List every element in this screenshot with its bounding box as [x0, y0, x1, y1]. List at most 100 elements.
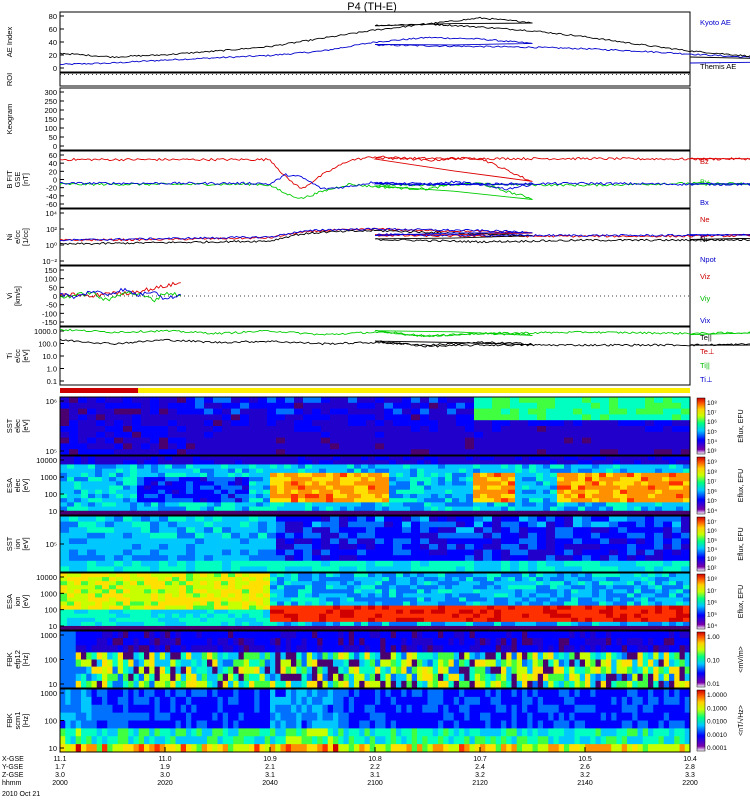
- y-label-line: elec: [13, 478, 22, 492]
- colorbar-tick: 10⁵: [707, 611, 717, 618]
- colorbar-tick: 10²: [707, 565, 717, 572]
- y-tick-label: 80: [49, 12, 57, 21]
- coord-value: 3.0: [160, 772, 170, 779]
- series-line-te: [59, 338, 750, 348]
- y-label-line: [Hz]: [21, 714, 30, 727]
- y-label-line: [1/cc]: [21, 228, 30, 246]
- legend-entry: Themis AE: [700, 62, 736, 71]
- y-tick-label: 60: [49, 25, 57, 34]
- series-line-vix: [59, 287, 181, 301]
- coord-value: 10.7: [473, 756, 487, 763]
- coord-value: 1.7: [55, 764, 65, 771]
- y-tick-label: 1000: [40, 589, 57, 598]
- y-tick-label: 1000.0: [34, 327, 57, 336]
- y-label-line: [eV]: [21, 595, 30, 608]
- y-tick-label: 10⁻²: [42, 257, 57, 266]
- spectrogram-fbk_e: [60, 631, 691, 689]
- panel-fbk_b: FBK scm1 [Hz] 1000 100 10: [5, 688, 691, 753]
- panel-frame: [59, 72, 691, 87]
- panel-sst_i: SST ion [eV] 10⁵: [5, 515, 691, 573]
- coord-value: 2020: [157, 780, 173, 787]
- colorbar-tick: 10⁵: [707, 498, 717, 505]
- y-axis-label: SST elec [eV]: [5, 418, 30, 433]
- coord-value: 10.9: [263, 756, 277, 763]
- coord-value: 2.6: [580, 764, 590, 771]
- y-tick-label: -40: [46, 192, 57, 201]
- legend-entry: Viz: [700, 272, 711, 281]
- colorbar-tick: 1.00: [707, 634, 720, 641]
- y-axis-label: Keogram: [5, 104, 14, 134]
- series-line-kyotoae: [59, 36, 750, 66]
- coord-value: 2.2: [370, 764, 380, 771]
- mode-bar-fast: [138, 388, 690, 393]
- legend-entry: Kyoto AE: [700, 18, 731, 27]
- y-tick-label: 10.0: [42, 352, 57, 361]
- coord-value: 3.1: [265, 772, 275, 779]
- colorbar-label: Eflux, EFU: [738, 409, 745, 442]
- y-label-line: ROI: [5, 73, 14, 86]
- y-label-line: scm1: [13, 712, 22, 730]
- legend-entry: Ti⊥: [700, 375, 713, 384]
- y-tick-label: 10⁰: [46, 241, 57, 250]
- panel-frame: [59, 455, 691, 516]
- y-tick-label: 10²: [46, 225, 57, 234]
- y-label-line: AE Index: [5, 27, 14, 58]
- y-tick-label: 150: [44, 266, 57, 275]
- y-label-line: [km/s]: [13, 286, 22, 306]
- coord-value: 3.2: [475, 772, 485, 779]
- y-tick-label: -100: [42, 309, 57, 318]
- spectrogram-sst_i: [60, 516, 691, 573]
- coord-value: 3.1: [370, 772, 380, 779]
- y-axis-label: ESA elec [eV]: [5, 478, 30, 493]
- spectrogram-sst_e: [60, 397, 691, 456]
- legend-entry: Npot: [700, 255, 717, 264]
- y-tick-label: 10⁵: [46, 447, 57, 456]
- y-tick-label: 10⁴: [45, 209, 57, 218]
- colorbar-tick: 10⁷: [707, 410, 717, 417]
- panel-frame: [59, 208, 691, 266]
- y-axis-label: AE Index: [5, 27, 14, 58]
- panel-roi: ROI: [5, 72, 691, 87]
- panel-frame: [59, 326, 691, 386]
- colorbar-label: <mV/m>: [738, 646, 745, 672]
- colorbar-tick: 10⁴: [707, 438, 717, 445]
- y-tick-label: 200: [44, 106, 57, 115]
- y-label-line: FBK: [5, 713, 14, 728]
- y-tick-label: 50: [49, 133, 57, 142]
- y-tick-label: 100: [44, 656, 57, 665]
- series-line-bz: [59, 155, 750, 189]
- panel-fbk_e: FBK efp12 [Hz] 1000 100 10: [5, 630, 691, 689]
- mode-bar-slow: [60, 388, 138, 393]
- coord-value: 2100: [367, 780, 383, 787]
- colorbar-tick: 10³: [707, 448, 717, 455]
- y-tick-label: 20: [49, 167, 57, 176]
- colorbar-fbk_b: 1.0000 0.1000 0.0100 0.0010 0.0001 <nT/√Hz>: [696, 689, 745, 752]
- panel-temperature: Ti e/cc [eV] 1000.0 100.0 10.0 1.0 0.1 Te|| Te⊥ Ti…: [5, 326, 750, 386]
- y-label-line: e/cc: [13, 349, 22, 363]
- y-tick-label: 0: [53, 142, 57, 151]
- y-tick-label: 250: [44, 97, 57, 106]
- y-tick-label: -60: [46, 200, 57, 209]
- colorbar-esa_i: 10⁸ 10⁷ 10⁶ 10⁵ 10⁴ Eflux, EFU: [696, 573, 745, 630]
- y-label-line: SST: [5, 418, 14, 433]
- y-tick-label: 1.0: [47, 365, 57, 374]
- y-label-line: [eV]: [21, 537, 30, 550]
- panel-frame: [59, 396, 691, 456]
- coord-value: 10.5: [578, 756, 592, 763]
- y-tick-label: 1000: [40, 473, 57, 482]
- y-label-line: [Hz]: [21, 653, 30, 666]
- coord-value: 3.3: [685, 772, 695, 779]
- colorbar-label: Eflux, EFU: [738, 469, 745, 502]
- y-label-line: [eV]: [21, 349, 30, 362]
- panel-esa_e: ESA elec [eV] 10000 1000 100 10: [5, 455, 691, 516]
- coord-value: 10.8: [368, 756, 382, 763]
- y-tick-label: 60: [49, 151, 57, 160]
- y-label-line: SST: [5, 536, 14, 551]
- chart-title: P4 (TH-E): [347, 1, 397, 13]
- colorbar-fbk_e: 1.00 0.10 0.01 <mV/m>: [696, 631, 745, 688]
- colorbar-label: Eflux, EFU: [738, 527, 745, 560]
- colorbar-tick: 10⁶: [707, 419, 717, 426]
